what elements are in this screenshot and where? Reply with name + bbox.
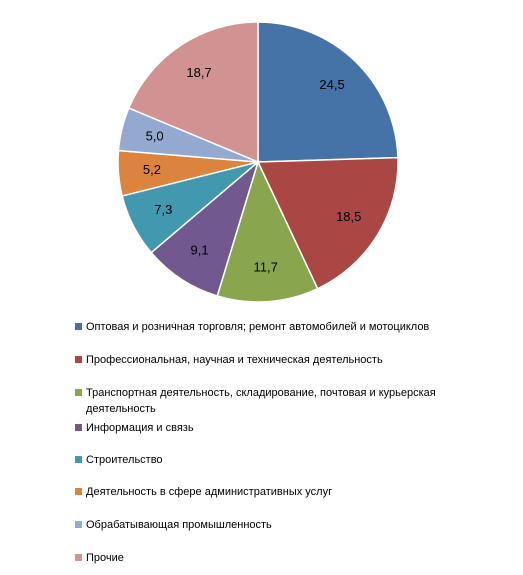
pie-slice (256, 156, 399, 290)
legend-swatch (75, 521, 82, 528)
legend-swatch (75, 456, 82, 463)
data-label: 9,1 (191, 242, 209, 257)
data-label: 11,7 (254, 260, 278, 275)
pie-slice (257, 21, 399, 163)
legend-label: Оптовая и розничная торговля; ремонт авт… (86, 321, 430, 333)
legend-item: Транспортная деятельность, складирование… (75, 385, 475, 417)
legend-label: Деятельность в сфере административных ус… (86, 486, 333, 498)
pie-slice (127, 21, 259, 164)
pie-slice (150, 159, 260, 297)
legend-item: Строительство (75, 452, 475, 468)
legend-item: Оптовая и розничная торговля; ремонт авт… (75, 319, 475, 335)
legend-label: Строительство (86, 454, 163, 466)
data-label: 7,3 (154, 202, 172, 217)
legend-item: Прочие (75, 550, 475, 566)
legend-label: Профессиональная, научная и техническая … (86, 354, 383, 366)
legend-label: Транспортная деятельность, складирование… (86, 387, 436, 415)
legend-item: Профессиональная, научная и техническая … (75, 352, 475, 368)
data-label: 18,5 (336, 209, 361, 224)
legend-label: Прочие (86, 552, 124, 564)
pie-slice (216, 159, 319, 303)
legend-swatch (75, 424, 82, 431)
legend-swatch (75, 488, 82, 495)
legend-swatch (75, 323, 82, 330)
legend-swatch (75, 554, 82, 561)
legend-swatch (75, 356, 82, 363)
pie-chart: 24,5 18,5 11,7 9,1 7,3 5,2 5,0 18,7 (117, 21, 399, 303)
legend-item: Обрабатывающая промышленность (75, 517, 475, 533)
data-label: 24,5 (319, 77, 344, 92)
legend-item: Деятельность в сфере административных ус… (75, 484, 475, 500)
data-label: 5,0 (146, 128, 164, 143)
legend-label: Обрабатывающая промышленность (86, 519, 272, 531)
legend-swatch (75, 389, 82, 396)
legend-label: Информация и связь (86, 422, 194, 434)
legend-item: Информация и связь (75, 420, 475, 436)
data-label: 18,7 (186, 65, 211, 80)
data-label: 5,2 (143, 162, 161, 177)
